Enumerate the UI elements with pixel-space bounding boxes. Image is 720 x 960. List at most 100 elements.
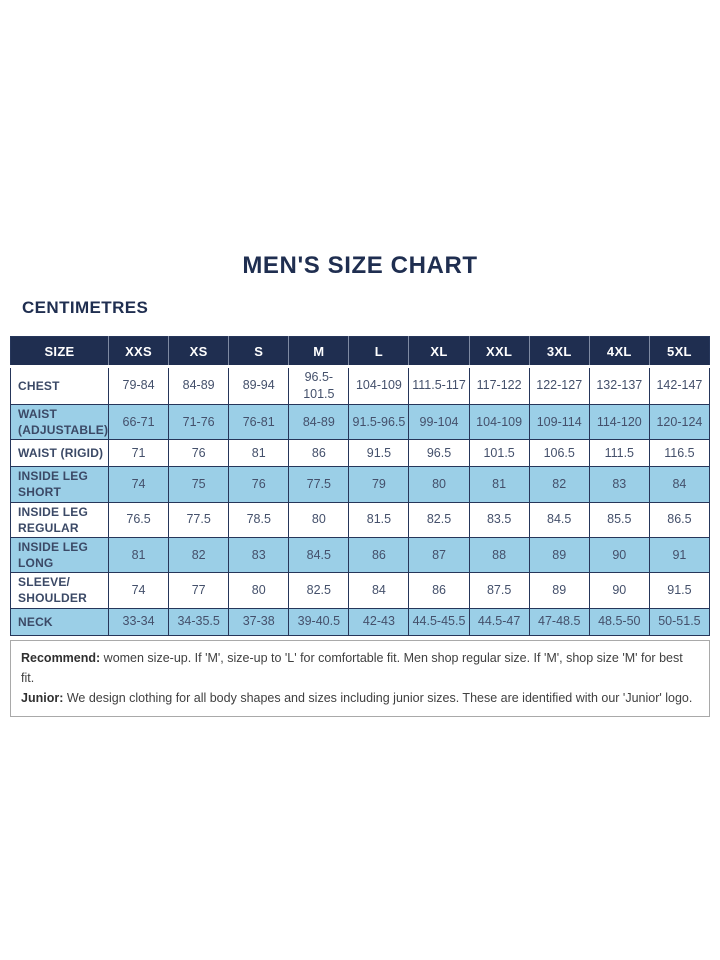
header-row: SIZE XXS XS S M L XL XXL 3XL 4XL 5XL (10, 336, 710, 368)
size-cell: 74 (107, 572, 170, 609)
column-header: L (348, 336, 410, 368)
size-cell: 77 (168, 572, 230, 609)
row-label: WAIST (ADJUSTABLE) (10, 403, 109, 441)
size-cell: 75 (168, 466, 230, 503)
size-cell: 116.5 (648, 439, 711, 468)
size-cell: 71 (107, 439, 170, 468)
units-heading: CENTIMETRES (22, 298, 149, 317)
size-cell: 86.5 (648, 501, 711, 538)
size-cell: 86 (288, 439, 350, 468)
size-cell: 34-35.5 (168, 607, 230, 636)
size-cell: 83.5 (468, 501, 530, 538)
size-cell: 82.5 (408, 501, 470, 538)
table-row: INSIDE LEG LONG 81 82 83 84.5 86 87 88 89 90 91 (10, 536, 711, 574)
size-cell: 66-71 (107, 403, 170, 441)
size-cell: 82.5 (288, 572, 350, 609)
size-cell: 42-43 (348, 607, 410, 636)
table-row: NECK 33-34 34-35.5 37-38 39-40.5 42-43 44.5-45… (10, 607, 711, 636)
size-cell: 122-127 (528, 366, 590, 405)
size-cell: 76 (168, 439, 230, 468)
size-cell: 86 (408, 572, 470, 609)
table-header: SIZE XXS XS S M L XL XXL 3XL 4XL 5XL (10, 336, 710, 368)
size-cell: 76.5 (107, 501, 170, 538)
size-cell: 76 (228, 466, 290, 503)
size-cell: 84-89 (288, 403, 350, 441)
column-header: XS (168, 336, 230, 368)
size-cell: 39-40.5 (288, 607, 350, 636)
table-row: INSIDE LEG REGULAR 76.5 77.5 78.5 80 81.5 82.5… (10, 501, 711, 538)
size-cell: 33-34 (107, 607, 170, 636)
row-label: NECK (10, 607, 109, 636)
size-cell: 79-84 (107, 366, 170, 405)
column-header: XL (408, 336, 470, 368)
junior-line: Junior: We design clothing for all body … (21, 688, 699, 708)
row-label: INSIDE LEG SHORT (10, 466, 109, 503)
size-cell: 44.5-45.5 (408, 607, 470, 636)
column-header: XXS (108, 336, 170, 368)
size-cell: 114-120 (588, 403, 650, 441)
size-cell: 142-147 (648, 366, 711, 405)
size-cell: 81 (468, 466, 530, 503)
size-cell: 87 (408, 536, 470, 574)
recommend-line: Recommend: women size-up. If 'M', size-u… (21, 648, 699, 688)
size-cell: 84-89 (168, 366, 230, 405)
size-cell: 77.5 (168, 501, 230, 538)
size-cell: 83 (588, 466, 650, 503)
size-cell: 77.5 (288, 466, 350, 503)
size-cell: 86 (348, 536, 410, 574)
size-cell: 78.5 (228, 501, 290, 538)
row-label: CHEST (10, 366, 109, 405)
size-cell: 80 (228, 572, 290, 609)
size-cell: 90 (588, 572, 650, 609)
row-label: WAIST (RIGID) (10, 439, 109, 468)
size-cell: 82 (528, 466, 590, 503)
size-cell: 80 (288, 501, 350, 538)
size-cell: 71-76 (168, 403, 230, 441)
column-header: 5XL (649, 336, 710, 368)
junior-text: We design clothing for all body shapes a… (63, 690, 693, 705)
column-header: 3XL (529, 336, 590, 368)
size-cell: 111.5-117 (408, 366, 470, 405)
size-cell: 84 (348, 572, 410, 609)
size-cell: 76-81 (228, 403, 290, 441)
size-cell: 81.5 (348, 501, 410, 538)
table-row: CHEST 79-84 84-89 89-94 96.5-101.5 104-109 111… (10, 366, 711, 405)
size-table: SIZE XXS XS S M L XL XXL 3XL 4XL 5XL CHEST 79-84 84-… (10, 336, 711, 636)
row-label: SLEEVE/ SHOULDER (10, 572, 109, 609)
size-cell: 81 (228, 439, 290, 468)
table-row: WAIST (RIGID) 71 76 81 86 91.5 96.5 101.5 106.5 1… (10, 439, 711, 468)
size-cell: 48.5-50 (588, 607, 650, 636)
size-cell: 88 (468, 536, 530, 574)
size-cell: 89-94 (228, 366, 290, 405)
row-label: INSIDE LEG REGULAR (10, 501, 109, 538)
size-cell: 37-38 (228, 607, 290, 636)
column-header: SIZE (10, 336, 109, 368)
size-cell: 44.5-47 (468, 607, 530, 636)
table-row: WAIST (ADJUSTABLE) 66-71 71-76 76-81 84-89 91… (10, 403, 711, 441)
column-header: XXL (469, 336, 530, 368)
size-cell: 120-124 (648, 403, 711, 441)
size-cell: 104-109 (468, 403, 530, 441)
size-cell: 85.5 (588, 501, 650, 538)
size-cell: 84.5 (288, 536, 350, 574)
column-header: S (228, 336, 290, 368)
table-row: INSIDE LEG SHORT 74 75 76 77.5 79 80 81 82 83 84 (10, 466, 711, 503)
size-cell: 99-104 (408, 403, 470, 441)
size-cell: 132-137 (588, 366, 650, 405)
size-cell: 96.5 (408, 439, 470, 468)
row-label: INSIDE LEG LONG (10, 536, 109, 574)
size-cell: 80 (408, 466, 470, 503)
junior-label: Junior: (21, 690, 64, 705)
size-cell: 50-51.5 (648, 607, 711, 636)
size-cell: 87.5 (468, 572, 530, 609)
size-cell: 106.5 (528, 439, 590, 468)
recommend-label: Recommend: (21, 650, 101, 665)
size-cell: 82 (168, 536, 230, 574)
page-title: MEN'S SIZE CHART (242, 252, 478, 279)
size-cell: 79 (348, 466, 410, 503)
size-cell: 91.5 (648, 572, 711, 609)
size-cell: 96.5-101.5 (288, 366, 350, 405)
recommend-text: women size-up. If 'M', size-up to 'L' fo… (21, 650, 683, 685)
table-body: CHEST 79-84 84-89 89-94 96.5-101.5 104-109 111… (10, 366, 711, 636)
size-cell: 109-114 (528, 403, 590, 441)
